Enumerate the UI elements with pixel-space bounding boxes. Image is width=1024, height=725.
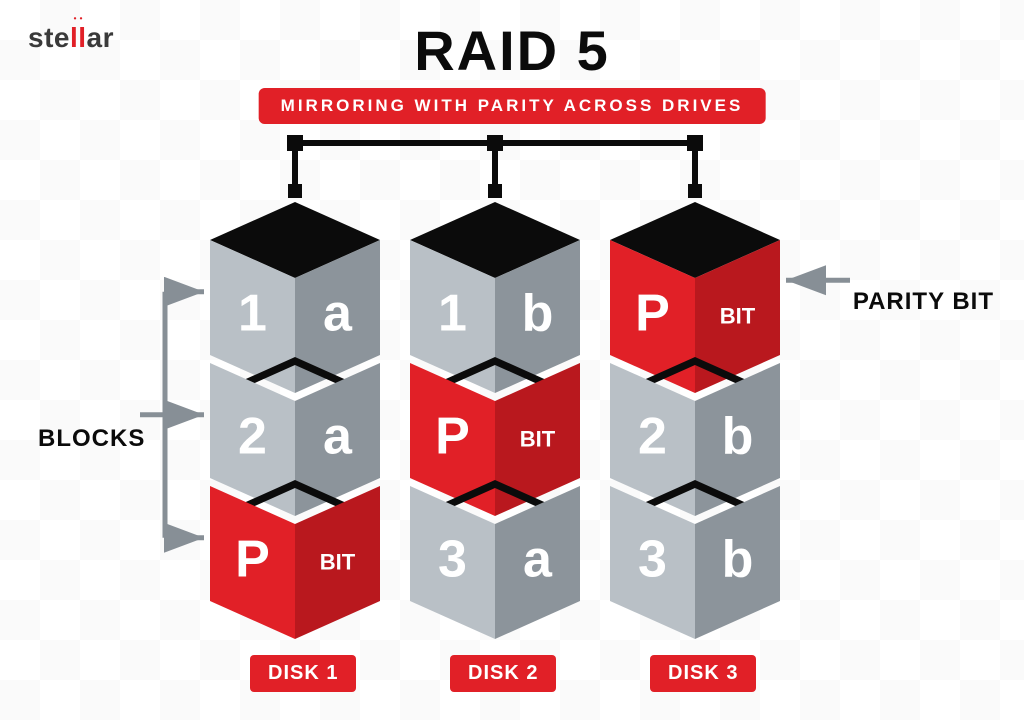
svg-text:3: 3 <box>438 530 467 588</box>
svg-text:P: P <box>235 530 270 588</box>
svg-text:a: a <box>323 407 353 465</box>
page-subtitle: MIRRORING WITH PARITY ACROSS DRIVES <box>259 88 766 124</box>
disk-2-label: DISK 2 <box>450 655 556 692</box>
page-title: RAID 5 <box>0 18 1024 83</box>
disk-1-label: DISK 1 <box>250 655 356 692</box>
svg-text:a: a <box>523 530 553 588</box>
diagram-canvas: stell• •ar RAID 5 MIRRORING WITH PARITY … <box>0 0 1024 720</box>
svg-text:3: 3 <box>638 530 667 588</box>
svg-text:P: P <box>635 284 670 342</box>
svg-text:2: 2 <box>638 407 667 465</box>
disk-3-label: DISK 3 <box>650 655 756 692</box>
svg-text:BIT: BIT <box>520 426 556 451</box>
svg-text:1: 1 <box>438 284 467 342</box>
svg-text:b: b <box>522 284 554 342</box>
svg-text:1: 1 <box>238 284 267 342</box>
svg-text:BIT: BIT <box>720 303 756 328</box>
parity-bit-label: PARITY BIT <box>853 288 994 316</box>
svg-text:BIT: BIT <box>320 549 356 574</box>
svg-text:a: a <box>323 284 353 342</box>
svg-text:P: P <box>435 407 470 465</box>
svg-text:b: b <box>722 530 754 588</box>
blocks-label: BLOCKS <box>38 425 145 453</box>
svg-text:2: 2 <box>238 407 267 465</box>
svg-text:b: b <box>722 407 754 465</box>
